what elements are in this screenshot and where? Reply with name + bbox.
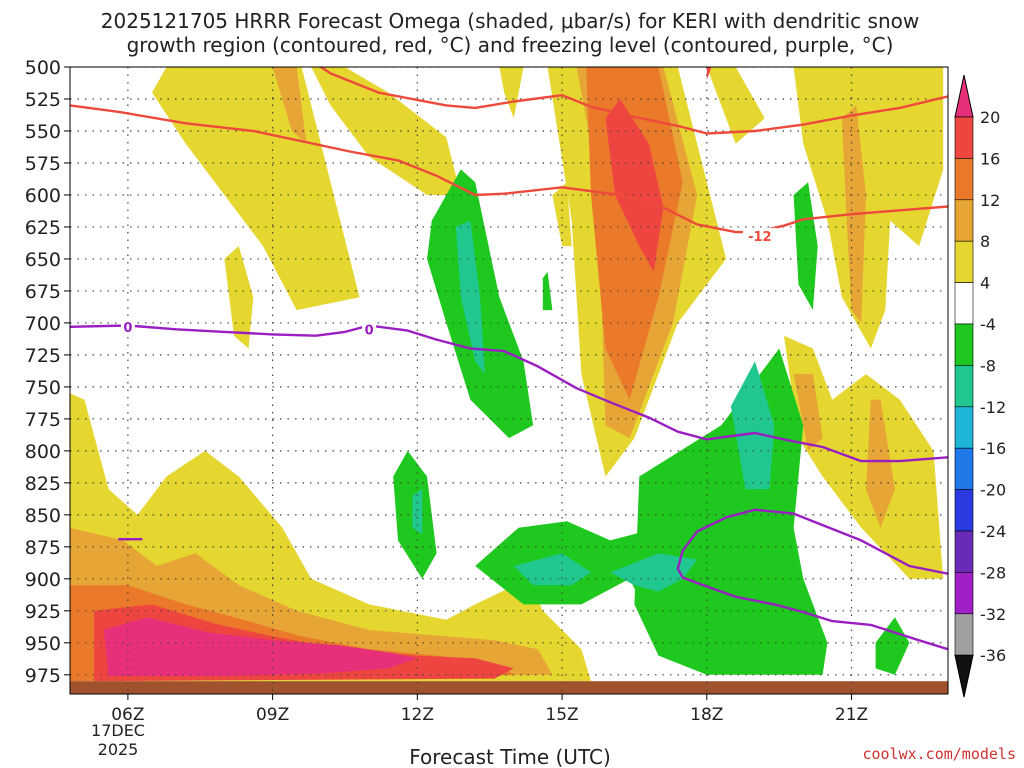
- y-tick-label-850: 850: [25, 505, 61, 527]
- omega-region-weak-rise-3: [499, 67, 524, 119]
- colorbar-box-13: [954, 613, 974, 656]
- y-tick-label-925: 925: [25, 601, 61, 623]
- colorbar-box-2: [954, 158, 974, 201]
- colorbar-label-12: -32: [980, 605, 1006, 624]
- y-tick-label-575: 575: [25, 153, 61, 175]
- contour-0: [318, 67, 948, 135]
- axes: 500 525 550 575 600 625 650 675 700 725 750 775 800 8…: [25, 57, 949, 725]
- x-tick-label-15Z: 15Z: [545, 705, 578, 725]
- y-tick-label-900: 900: [25, 569, 61, 591]
- y-tick-label-625: 625: [25, 217, 61, 239]
- colorbar-label-11: -28: [980, 563, 1006, 582]
- omega-region-weak-rise-0: [152, 67, 360, 311]
- contour-label-1: 0: [123, 321, 132, 336]
- colorbar-label-9: -20: [980, 481, 1006, 500]
- watermark: coolwx.com/models: [862, 745, 1016, 763]
- omega-region-mod-sink-2: [730, 361, 775, 490]
- colorbar-box-5: [954, 282, 974, 325]
- omega-region-mod-sink-4: [610, 553, 698, 592]
- contour-3: [676, 508, 948, 651]
- colorbar-label-5: -4: [980, 315, 996, 334]
- contour-label-2: 0: [365, 323, 374, 338]
- omega-region-weak-sink-6: [875, 617, 910, 675]
- contour-lines: -12 0 0: [70, 67, 948, 651]
- omega-region-mod-sink-1: [412, 489, 423, 535]
- y-tick-label-500: 500: [25, 57, 61, 79]
- y-tick-label-650: 650: [25, 249, 61, 271]
- omega-region-weak-sink-5: [475, 514, 717, 656]
- omega-region-mod-sink-3: [513, 553, 591, 586]
- x-axis-title: Forecast Time (UTC): [409, 745, 611, 768]
- colorbar-label-10: -24: [980, 522, 1006, 541]
- x-tick-label-12Z: 12Z: [401, 705, 434, 725]
- omega-region-weak-rise-4: [552, 182, 572, 247]
- colorbar: 20 16 12 8 4 -4 -8 -12 -16 -20 -24 -28 -32 -36: [954, 74, 1006, 698]
- colorbar-label-13: -36: [980, 646, 1006, 665]
- omega-region-weak-sink-3: [793, 182, 818, 311]
- y-tick-label-825: 825: [25, 473, 61, 495]
- colorbar-label-2: 12: [980, 191, 1000, 210]
- y-tick-label-525: 525: [25, 89, 61, 111]
- omega-region-very-strong-rise-0: [605, 99, 664, 272]
- contour-1: [70, 104, 948, 234]
- colorbar-box-3: [954, 199, 974, 242]
- colorbar-box-4: [954, 240, 974, 283]
- colorbar-label-3: 8: [980, 232, 990, 251]
- omega-region-weak-rise-2: [224, 246, 254, 349]
- plot-frame: [69, 66, 949, 695]
- date-label-line1: 17DEC: [91, 721, 145, 740]
- omega-region-very-strong-rise-1: [706, 67, 712, 80]
- x-tick-label-06Z: 06Z: [111, 705, 144, 725]
- y-tick-label-550: 550: [25, 121, 61, 143]
- colorbar-box-11: [954, 530, 974, 573]
- omega-region-weak-rise-7: [793, 67, 944, 349]
- omega-region-mod-sink-0: [455, 220, 485, 375]
- colorbar-label-1: 16: [980, 149, 1000, 168]
- chart-title-line2: growth region (contoured, red, °C) and f…: [127, 33, 894, 57]
- ground-surface: [70, 681, 948, 694]
- colorbar-box-7: [954, 365, 974, 408]
- y-tick-label-950: 950: [25, 633, 61, 655]
- y-tick-label-600: 600: [25, 185, 61, 207]
- omega-region-weak-rise-8: [784, 335, 944, 579]
- y-tick-label-725: 725: [25, 345, 61, 367]
- omega-region-mod-rise-4: [866, 399, 895, 528]
- omega-region-weak-rise-6: [706, 67, 765, 144]
- colorbar-box-1: [954, 116, 974, 159]
- contour-label-0: -12: [748, 230, 772, 245]
- omega-region-weak-sink-2: [542, 271, 553, 311]
- colorbar-label-6: -8: [980, 356, 996, 375]
- date-label-line2: 2025: [98, 740, 139, 759]
- x-tick-label-09Z: 09Z: [256, 705, 289, 725]
- contour-label-bg-1: [120, 318, 135, 335]
- omega-region-extreme-rise-0: [103, 617, 418, 677]
- colorbar-box-6: [954, 323, 974, 366]
- colorbar-label-4: 4: [980, 274, 990, 293]
- colorbar-box-10: [954, 489, 974, 532]
- y-tick-label-750: 750: [25, 377, 61, 399]
- omega-region-mod-rise-0: [272, 67, 307, 144]
- contour-label-bg-2: [362, 321, 377, 338]
- colorbar-label-0: 20: [980, 108, 1000, 127]
- colorbar-box-9: [954, 447, 974, 490]
- y-tick-label-700: 700: [25, 313, 61, 335]
- contour-2: [70, 324, 948, 463]
- colorbar-label-7: -12: [980, 398, 1006, 417]
- y-tick-label-675: 675: [25, 281, 61, 303]
- x-tick-label-21Z: 21Z: [835, 705, 868, 725]
- y-tick-label-800: 800: [25, 441, 61, 463]
- y-tick-label-775: 775: [25, 409, 61, 431]
- colorbar-box-8: [954, 406, 974, 449]
- x-tick-label-18Z: 18Z: [690, 705, 723, 725]
- colorbar-box-12: [954, 572, 974, 615]
- y-tick-label-975: 975: [25, 665, 61, 687]
- colorbar-label-8: -16: [980, 439, 1006, 458]
- chart-title-line1: 2025121705 HRRR Forecast Omega (shaded, …: [101, 9, 919, 33]
- colorbar-arrow-bottom: [954, 654, 974, 698]
- omega-region-mod-rise-3: [793, 374, 823, 451]
- y-tick-label-875: 875: [25, 537, 61, 559]
- contour-label-bg-0: [742, 227, 777, 244]
